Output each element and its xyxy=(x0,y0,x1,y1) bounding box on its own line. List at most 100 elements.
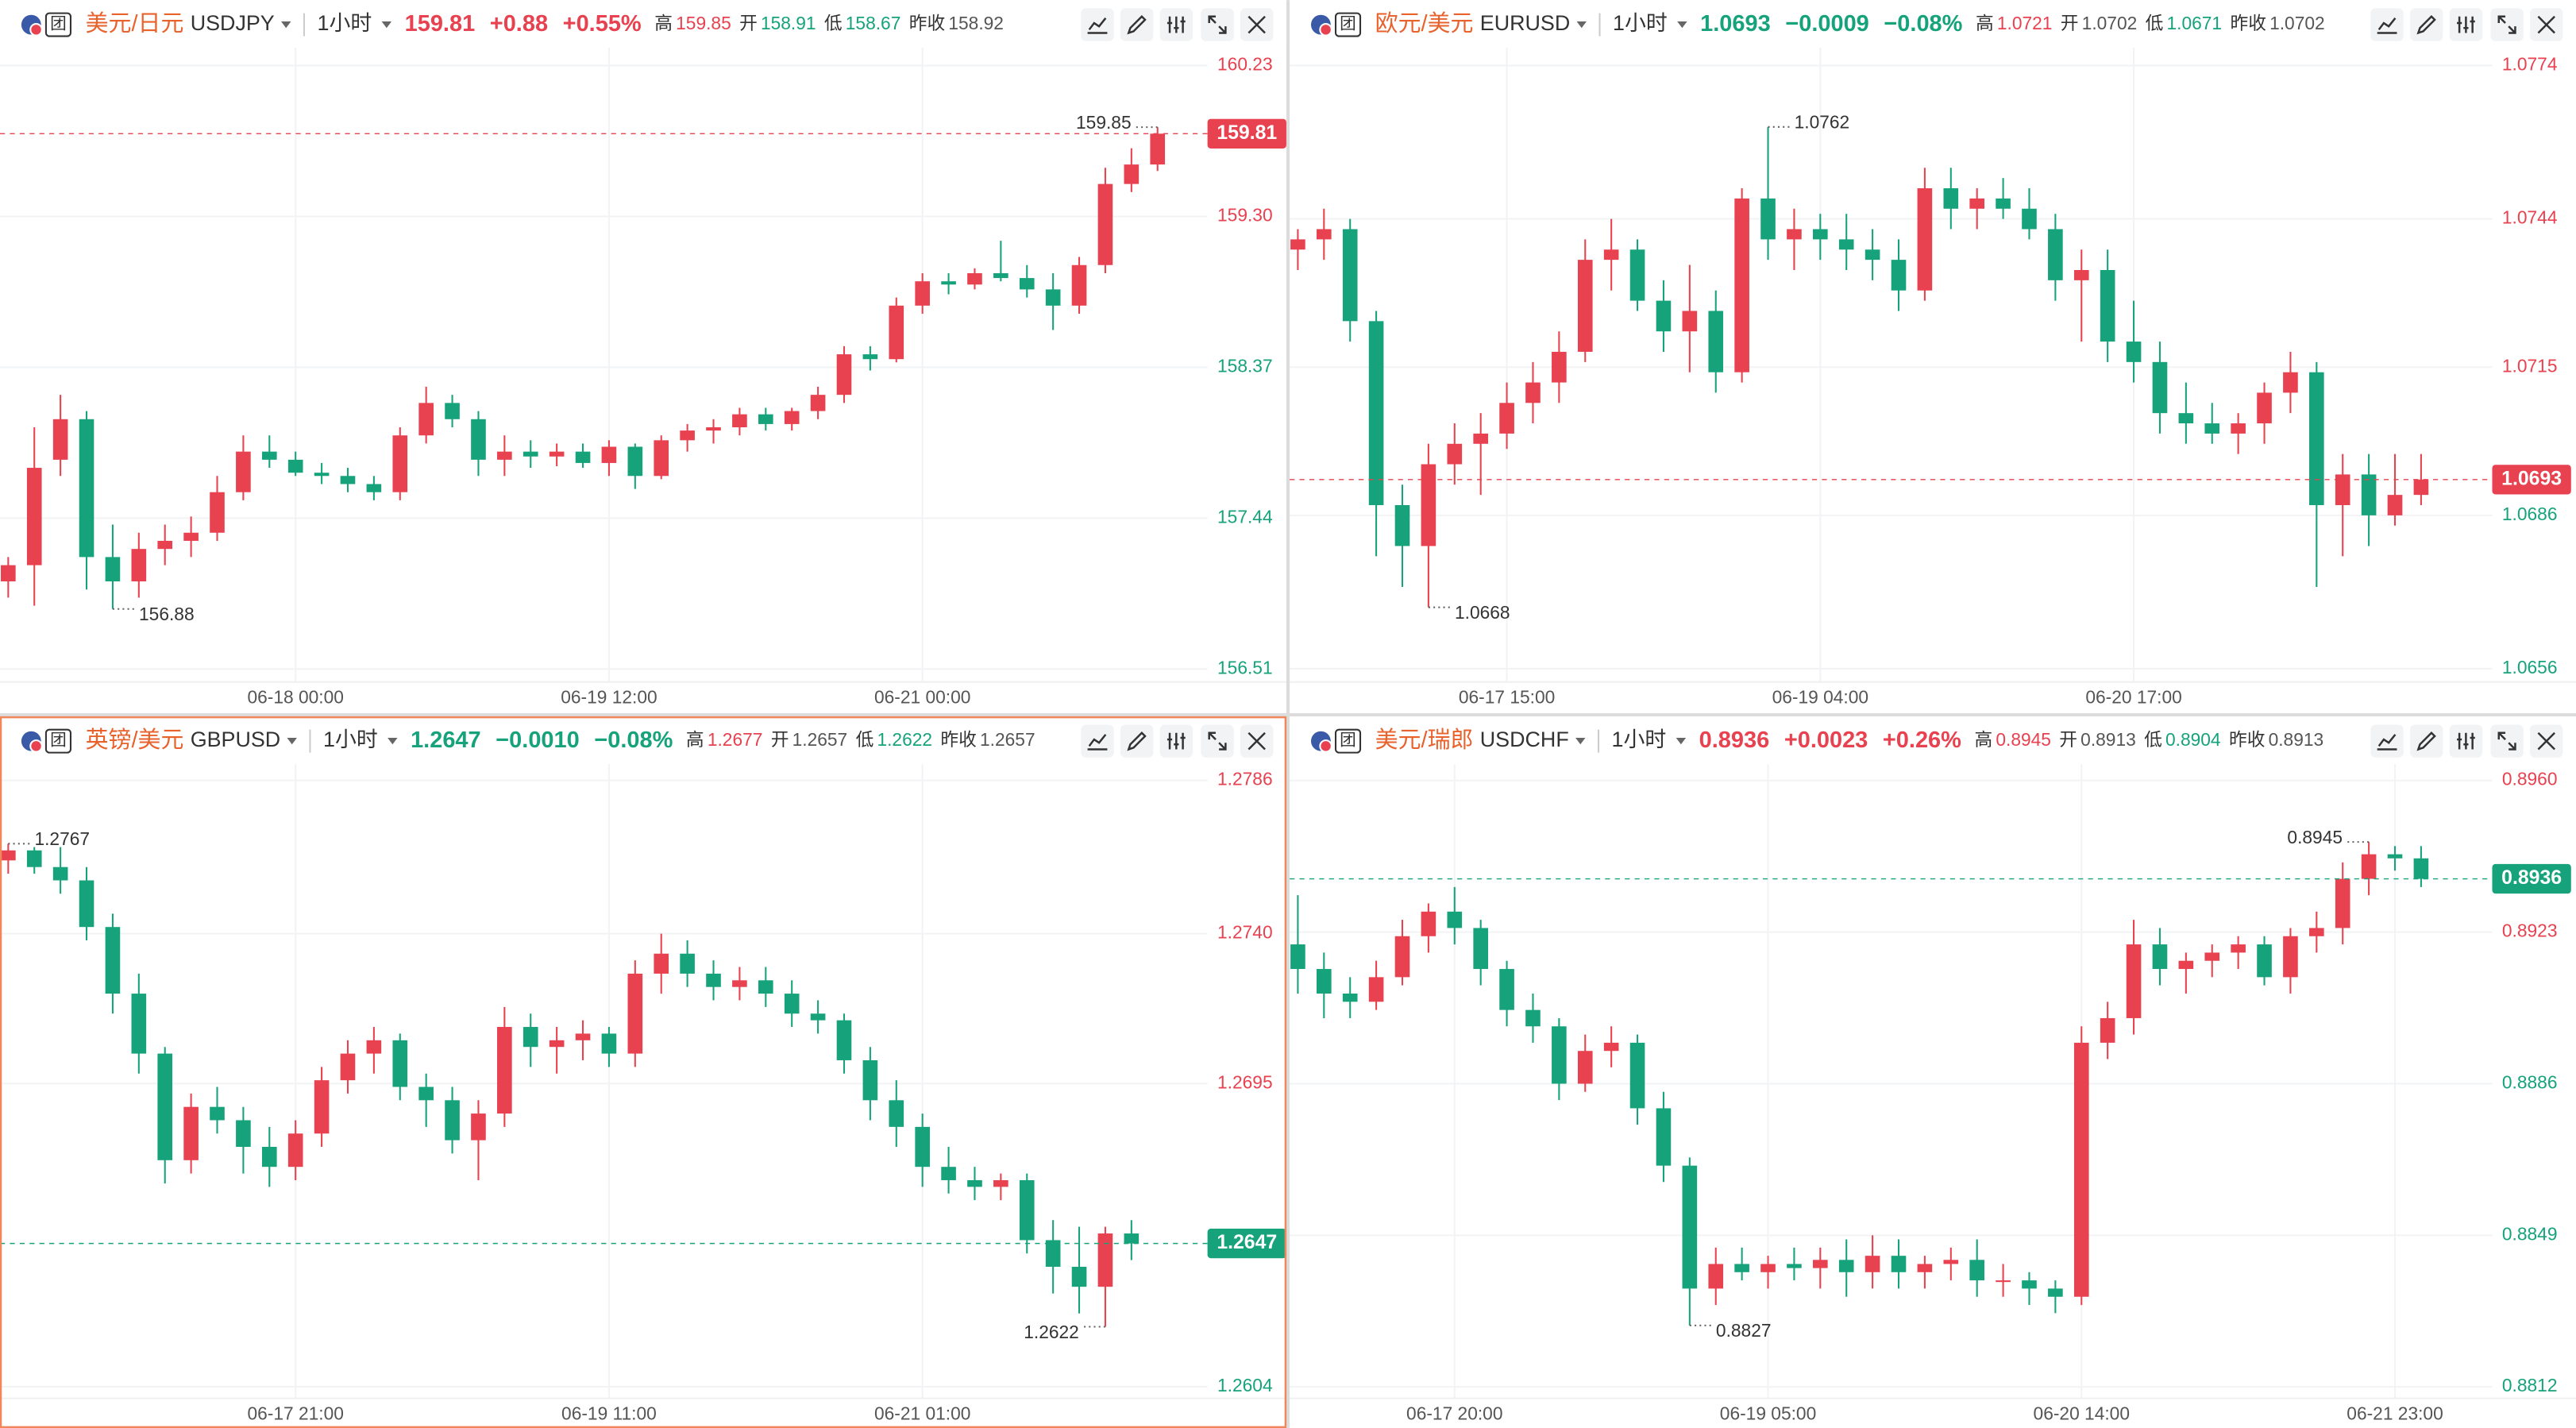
expand-button[interactable] xyxy=(1201,724,1234,758)
close-button-icon[interactable] xyxy=(1248,731,1266,751)
indicator-button-icon[interactable] xyxy=(1167,732,1186,750)
stat-label: 开 xyxy=(2059,729,2077,750)
stat-value: 159.85 xyxy=(676,13,731,33)
expand-button-icon[interactable] xyxy=(2497,731,2516,751)
candle-body xyxy=(1368,321,1384,506)
header-stats: 高 1.2677 开 1.2657 低 1.2622 昨收 1.2657 xyxy=(686,729,1035,750)
stat-value: 1.2657 xyxy=(980,729,1035,750)
symbol-dropdown[interactable] xyxy=(287,737,297,745)
change: −0.0009 xyxy=(1785,11,1868,37)
candle-body xyxy=(2257,392,2272,424)
stat-value: 0.8913 xyxy=(2269,729,2324,750)
candle-body xyxy=(1838,239,1854,250)
draw-button-icon[interactable] xyxy=(1127,15,1147,35)
close-button-icon[interactable] xyxy=(1248,15,1266,34)
expand-button-icon[interactable] xyxy=(1208,731,1227,751)
candle-body xyxy=(1629,1042,1645,1109)
candle-body xyxy=(2204,952,2220,961)
candle-body xyxy=(366,1040,382,1054)
stat-value: 1.2677 xyxy=(708,729,763,750)
expand-button[interactable] xyxy=(2490,8,2524,41)
symbol-dropdown[interactable] xyxy=(281,21,291,29)
y-tick-label: 0.8886 xyxy=(2502,1072,2558,1093)
candle-body xyxy=(1813,229,1828,240)
expand-button-icon[interactable] xyxy=(1208,15,1227,34)
x-tick-label: 06-17 21:00 xyxy=(247,1403,343,1423)
interval-dropdown[interactable] xyxy=(381,21,392,29)
candle-body xyxy=(131,994,147,1054)
candle-body xyxy=(79,419,94,558)
draw-button[interactable] xyxy=(1120,724,1154,758)
candle-body xyxy=(418,1086,434,1101)
x-tick-label: 06-19 04:00 xyxy=(1772,686,1868,707)
chart-type-button-icon[interactable] xyxy=(2377,734,2397,751)
draw-button-icon[interactable] xyxy=(1127,731,1147,751)
indicator-button-icon[interactable] xyxy=(2457,732,2475,750)
candle-body xyxy=(549,1040,565,1048)
last-price-tag-label: 1.0693 xyxy=(2501,468,2562,489)
symbol: GBPUSD xyxy=(191,728,281,751)
badge: 团 xyxy=(1340,731,1356,750)
candle-body xyxy=(1577,1051,1593,1084)
close-button-icon[interactable] xyxy=(2537,15,2555,34)
max-label: 1.2767 xyxy=(34,828,90,849)
candle-body xyxy=(810,395,826,411)
draw-button[interactable] xyxy=(2410,724,2443,758)
candle-body xyxy=(105,927,121,994)
chart-type-button-icon[interactable] xyxy=(1087,734,1108,751)
interval-dropdown[interactable] xyxy=(1676,737,1687,745)
badge: 团 xyxy=(1340,15,1356,33)
candle-body xyxy=(1813,1260,1828,1268)
expand-button-icon[interactable] xyxy=(2497,15,2516,34)
stat-value: 1.0721 xyxy=(1997,13,2053,33)
y-tick-label: 160.23 xyxy=(1217,54,1273,75)
candle-body xyxy=(392,1040,408,1087)
indicator-button-icon[interactable] xyxy=(1167,16,1186,33)
draw-button-icon[interactable] xyxy=(2416,731,2436,751)
candle-body xyxy=(2100,269,2115,342)
badge-box xyxy=(44,12,71,37)
candle-body xyxy=(2048,1288,2063,1297)
change-pct: +0.55% xyxy=(563,11,642,37)
candle-body xyxy=(1943,188,1959,209)
candle-body xyxy=(131,549,147,582)
candle-body xyxy=(392,435,408,492)
candle-body xyxy=(287,1133,303,1167)
chart-panel: 1.2604 1.2695 1.2740 1.2786 06-17 21:00 06-19… xyxy=(0,716,1286,1423)
stat-label: 高 xyxy=(1976,13,1994,33)
header-bg xyxy=(1290,0,2576,47)
chart-type-button-icon[interactable] xyxy=(1087,17,1108,34)
candle-body xyxy=(1996,1280,2011,1283)
candle-body xyxy=(1996,198,2011,209)
candle-body xyxy=(1656,300,1672,332)
candle-body xyxy=(1045,289,1061,306)
candle-body xyxy=(1917,1264,1933,1272)
candle-body xyxy=(654,953,669,974)
interval-dropdown[interactable] xyxy=(1677,21,1687,29)
draw-button[interactable] xyxy=(1120,8,1154,41)
stat-value: 158.67 xyxy=(846,13,901,33)
symbol-dropdown[interactable] xyxy=(1576,21,1587,29)
header-bg xyxy=(0,716,1286,763)
y-tick-label: 157.44 xyxy=(1217,506,1273,527)
stat-value: 0.8904 xyxy=(2165,729,2221,750)
chart-title: 欧元/美元 xyxy=(1375,11,1474,37)
draw-button[interactable] xyxy=(2410,8,2443,41)
y-tick-label: 1.2740 xyxy=(1217,922,1273,943)
candle-body xyxy=(1394,505,1410,546)
chart-type-button-icon[interactable] xyxy=(2377,17,2397,34)
symbol-dropdown[interactable] xyxy=(1575,737,1586,745)
y-tick-label: 1.0744 xyxy=(2502,207,2558,228)
draw-button-icon[interactable] xyxy=(2416,15,2436,35)
candle-body xyxy=(1656,1108,1672,1166)
indicator-button-icon[interactable] xyxy=(2457,16,2475,33)
close-button-icon[interactable] xyxy=(2537,731,2555,751)
candle-body xyxy=(2335,878,2350,928)
min-label: 1.2622 xyxy=(1024,1322,1079,1342)
stat-label: 开 xyxy=(771,729,789,750)
expand-button[interactable] xyxy=(1201,8,1234,41)
candle-body xyxy=(1368,977,1384,1002)
expand-button[interactable] xyxy=(2490,724,2524,758)
candle-body xyxy=(1,565,16,582)
interval-dropdown[interactable] xyxy=(388,737,398,745)
